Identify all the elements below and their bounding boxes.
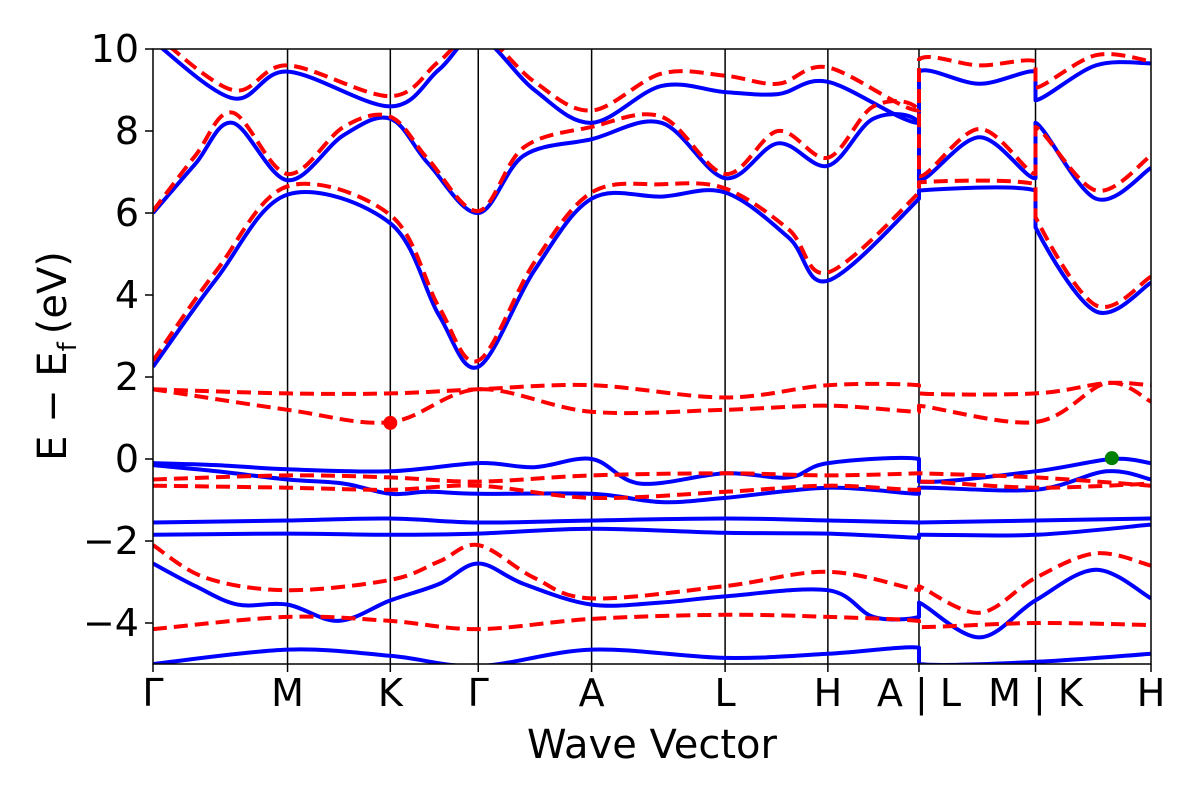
y-tick-label: 8 <box>115 109 139 153</box>
x-tick-label: Γ <box>468 671 489 715</box>
dashed-band-line <box>153 380 1151 400</box>
y-tick-label: 10 <box>91 27 139 71</box>
y-tick-group: 10 8 6 4 2 0 −2 −4 <box>83 27 153 645</box>
y-axis-title-main: E − E <box>30 351 76 461</box>
x-tick-label: L <box>715 671 736 715</box>
solid-band-line <box>153 455 1151 486</box>
solid-band-line <box>153 522 1151 540</box>
y-axis-title-sub: f <box>53 341 83 351</box>
x-tick-label: A | L <box>877 671 961 716</box>
x-tick-label: K <box>378 671 404 715</box>
solid-band-line <box>153 185 1151 370</box>
solid-band-line <box>153 463 1151 505</box>
y-tick-label: 0 <box>115 437 139 481</box>
dashed-band-line <box>153 178 1151 364</box>
solid-band-line <box>153 561 1151 640</box>
plot-frame <box>152 48 1152 665</box>
solid-band-line <box>153 645 1151 664</box>
x-tick-group: Γ M K Γ A L H A | L M | K H <box>142 664 1165 716</box>
solid-band-line <box>159 49 1151 125</box>
x-tick-label: H <box>814 671 843 715</box>
x-tick-label: M <box>271 671 304 715</box>
band-lines-group <box>153 49 1151 664</box>
dashed-band-line <box>169 49 1151 113</box>
y-tick-label: −4 <box>83 601 139 645</box>
y-axis-title: E − Ef (eV) <box>30 251 83 461</box>
dashed-band-line <box>153 380 1151 425</box>
cbm-point <box>383 415 398 430</box>
dashed-band-line <box>153 542 1151 615</box>
x-tick-label: M | K <box>988 671 1084 716</box>
solid-band-line <box>153 516 1151 525</box>
x-tick-label: H <box>1137 671 1166 715</box>
y-tick-label: 6 <box>115 191 139 235</box>
x-tick-label: A <box>579 671 605 715</box>
y-tick-label: 2 <box>115 355 139 399</box>
solid-band-line <box>153 112 1151 215</box>
dashed-band-line <box>153 99 1151 213</box>
y-tick-label: 4 <box>115 273 139 317</box>
x-tick-label: Γ <box>142 671 163 715</box>
y-tick-label: −2 <box>83 519 139 563</box>
dashed-band-line <box>153 471 1151 488</box>
y-axis-title-unit: (eV) <box>30 251 76 334</box>
dashed-band-line <box>153 479 1151 501</box>
vbm-point <box>1104 451 1119 466</box>
marker-group <box>383 415 1119 466</box>
dashed-band-line <box>153 612 1151 632</box>
x-axis-title: Wave Vector <box>527 722 778 768</box>
